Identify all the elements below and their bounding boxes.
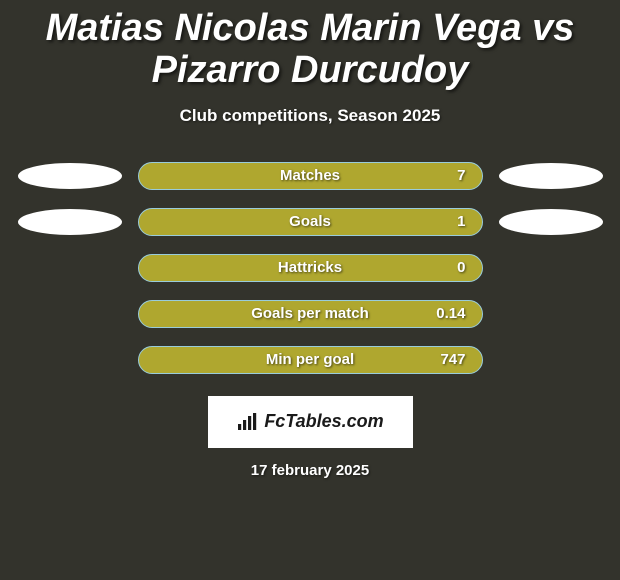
empty-slot [18, 324, 122, 396]
stat-value: 0 [457, 259, 465, 276]
infographic-container: Matias Nicolas Marin Vega vs Pizarro Dur… [0, 0, 620, 580]
stat-bar: Min per goal 747 [138, 346, 483, 374]
player-right-ellipse [499, 209, 603, 235]
stat-label: Matches [280, 167, 340, 184]
stat-value: 7 [457, 167, 465, 184]
player-left-ellipse [18, 163, 122, 189]
stat-label: Goals per match [251, 305, 369, 322]
stat-label: Min per goal [266, 351, 354, 368]
stat-bar: Hattricks 0 [138, 254, 483, 282]
stat-label: Hattricks [278, 259, 342, 276]
stat-row: Matches 7 [0, 162, 620, 190]
stat-value: 0.14 [436, 305, 465, 322]
stat-bar: Goals 1 [138, 208, 483, 236]
subtitle: Club competitions, Season 2025 [0, 106, 620, 126]
page-title: Matias Nicolas Marin Vega vs Pizarro Dur… [0, 0, 620, 92]
stat-label: Goals [289, 213, 331, 230]
empty-slot [499, 324, 603, 396]
player-left-ellipse [18, 209, 122, 235]
stat-bar: Matches 7 [138, 162, 483, 190]
stat-value: 747 [440, 351, 465, 368]
stat-row: Goals 1 [0, 208, 620, 236]
stats-list: Matches 7 Goals 1 Hattricks 0 Goals per match 0… [0, 162, 620, 374]
stat-bar: Goals per match 0.14 [138, 300, 483, 328]
logo-text: FcTables.com [264, 411, 383, 432]
stat-row: Min per goal 747 [0, 346, 620, 374]
logo-box: FcTables.com [208, 396, 413, 448]
stat-value: 1 [457, 213, 465, 230]
bars-icon [236, 412, 258, 432]
date-text: 17 february 2025 [0, 462, 620, 479]
player-right-ellipse [499, 163, 603, 189]
